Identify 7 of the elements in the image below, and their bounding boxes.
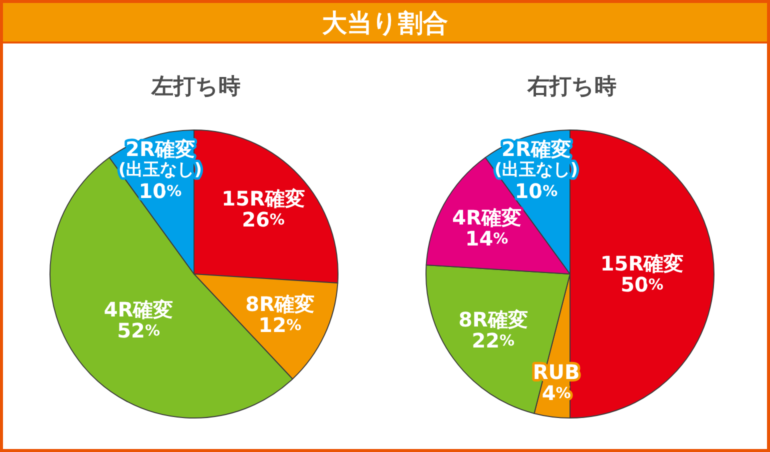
chart-subtitle: 左打ち時 [150, 74, 240, 100]
chart-subtitle: 右打ち時 [526, 74, 616, 100]
slice-label: 15R確変 [600, 252, 684, 276]
data-label: 10% [514, 178, 558, 203]
data-label: 10% [138, 178, 182, 203]
data-label: 50% [620, 272, 664, 296]
chart-title: 大当り割合 [322, 8, 448, 38]
